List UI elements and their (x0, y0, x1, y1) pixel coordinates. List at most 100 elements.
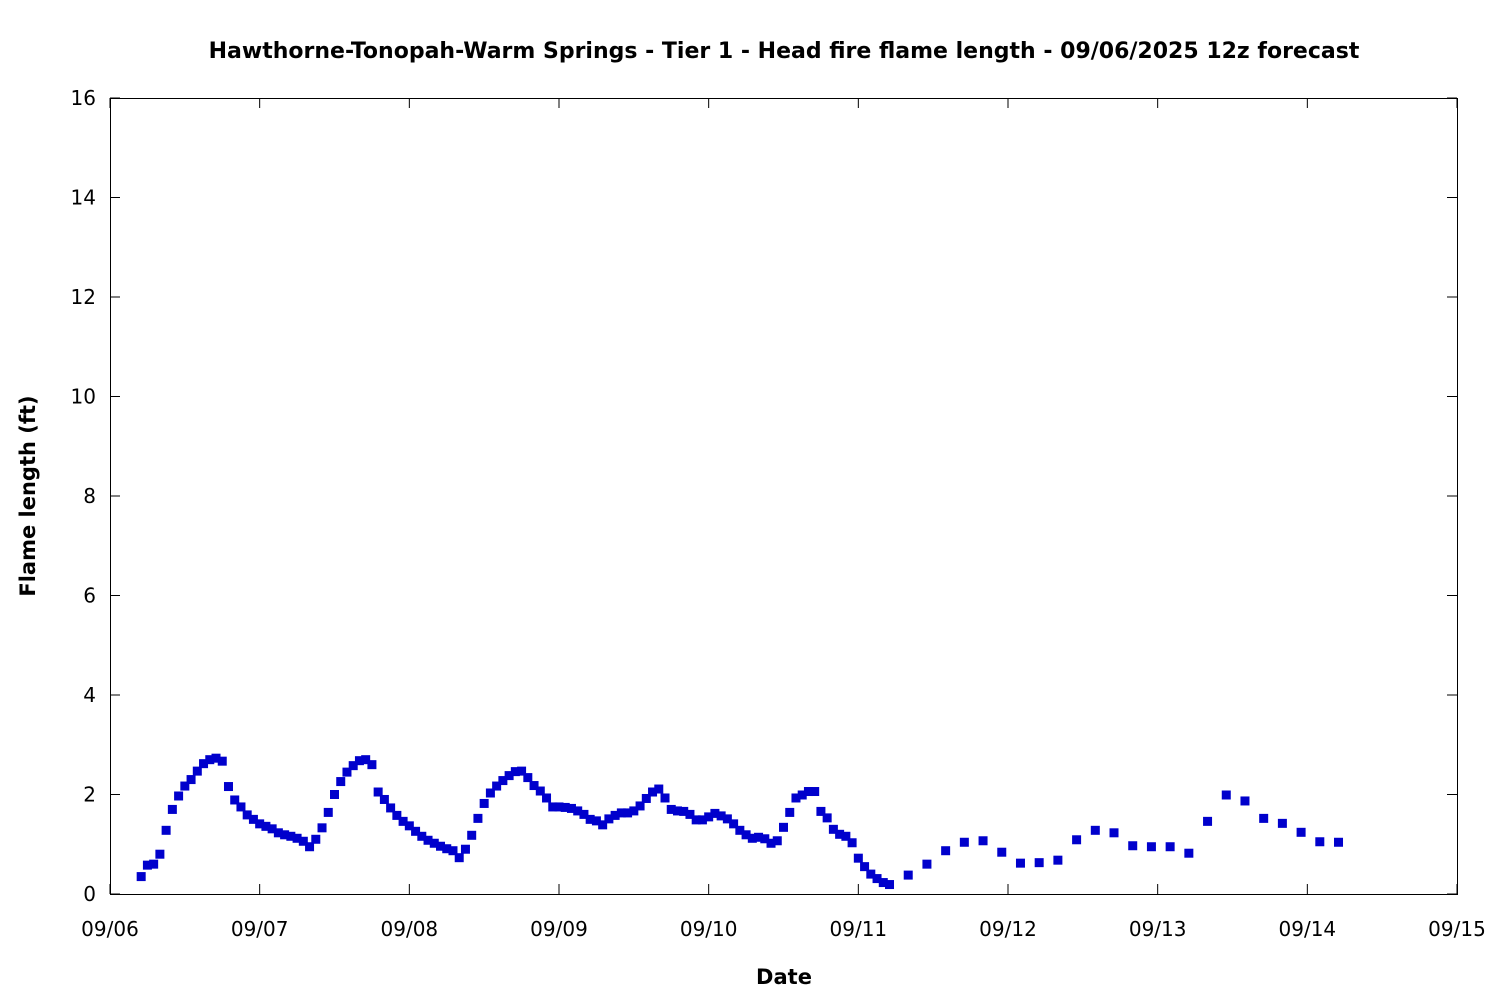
x-tick-label: 09/06 (81, 917, 139, 941)
data-point (535, 786, 545, 796)
y-tick-label: 6 (83, 584, 96, 608)
x-tick-label: 09/12 (979, 917, 1037, 941)
data-point (853, 853, 863, 863)
data-point (498, 776, 508, 786)
data-point (136, 872, 146, 882)
data-point (174, 791, 184, 801)
data-point (361, 755, 371, 765)
data-point (429, 838, 439, 848)
y-axis-label: Flame length (ft) (16, 395, 40, 596)
data-point (330, 790, 339, 799)
data-point (722, 814, 732, 824)
data-point (261, 821, 271, 831)
data-point (1240, 796, 1250, 806)
data-point (367, 760, 377, 770)
data-point (1146, 842, 1156, 852)
data-point (1090, 825, 1100, 835)
data-point (442, 844, 452, 854)
data-point (523, 773, 533, 783)
data-point (386, 803, 396, 813)
data-point (311, 834, 321, 844)
data-point (741, 830, 751, 840)
data-point (922, 859, 932, 869)
data-point (766, 838, 776, 848)
data-point (255, 819, 265, 829)
data-point (760, 834, 770, 844)
data-point (978, 836, 988, 846)
data-point (747, 833, 757, 843)
x-tick-label: 09/14 (1279, 917, 1337, 941)
data-point (903, 870, 913, 880)
data-point (1203, 816, 1213, 826)
data-point (710, 808, 720, 818)
data-point (149, 859, 159, 869)
data-point (716, 811, 726, 821)
data-point (217, 756, 227, 766)
data-point (1128, 841, 1138, 851)
data-point (691, 815, 701, 825)
data-point (529, 781, 539, 791)
data-point (803, 787, 813, 797)
data-point (573, 806, 583, 816)
x-tick-label: 09/15 (1428, 917, 1486, 941)
data-point (411, 826, 421, 836)
data-point (267, 824, 277, 834)
data-point (735, 825, 745, 835)
data-point (436, 841, 446, 851)
data-point (1277, 818, 1287, 828)
data-point (828, 824, 838, 834)
data-point (785, 807, 795, 817)
data-point (704, 812, 714, 822)
data-point (223, 782, 233, 792)
data-point (155, 849, 165, 859)
data-point (273, 828, 283, 838)
data-point (672, 806, 682, 816)
y-tick-label: 14 (71, 186, 96, 210)
data-point (404, 821, 414, 831)
data-point (286, 831, 296, 841)
x-tick-label: 09/11 (830, 917, 888, 941)
data-point (180, 781, 190, 791)
data-point (1334, 837, 1344, 847)
data-point (1315, 837, 1325, 847)
data-point (485, 788, 495, 798)
data-point (473, 813, 483, 823)
data-point (822, 813, 832, 823)
x-tick-label: 09/08 (381, 917, 439, 941)
data-point (841, 831, 851, 841)
x-axis-label: Date (756, 965, 812, 989)
data-point (417, 831, 427, 841)
data-point (510, 767, 520, 777)
data-point (941, 846, 951, 856)
data-point (729, 819, 739, 829)
data-point (467, 830, 477, 840)
data-point (292, 833, 302, 843)
data-point (242, 810, 252, 820)
data-point (1053, 855, 1063, 865)
data-point (810, 787, 820, 797)
data-point (585, 814, 595, 824)
data-point (205, 755, 215, 765)
plot-frame (110, 98, 1458, 895)
data-point (492, 781, 502, 791)
data-point (142, 860, 152, 870)
data-point (679, 806, 689, 816)
data-point (298, 836, 308, 846)
data-point (797, 790, 807, 800)
data-points (136, 753, 1344, 890)
data-point (460, 844, 470, 854)
data-point (336, 777, 346, 787)
data-point (816, 806, 826, 816)
data-point (211, 753, 221, 763)
data-point (323, 807, 333, 817)
data-point (878, 878, 888, 888)
data-point (354, 756, 364, 766)
y-tick-label: 12 (71, 285, 96, 309)
data-point (885, 880, 895, 890)
data-point (186, 775, 196, 785)
y-tick-label: 8 (83, 484, 96, 508)
data-point (648, 787, 658, 797)
data-point (959, 837, 969, 847)
data-point (560, 802, 570, 812)
